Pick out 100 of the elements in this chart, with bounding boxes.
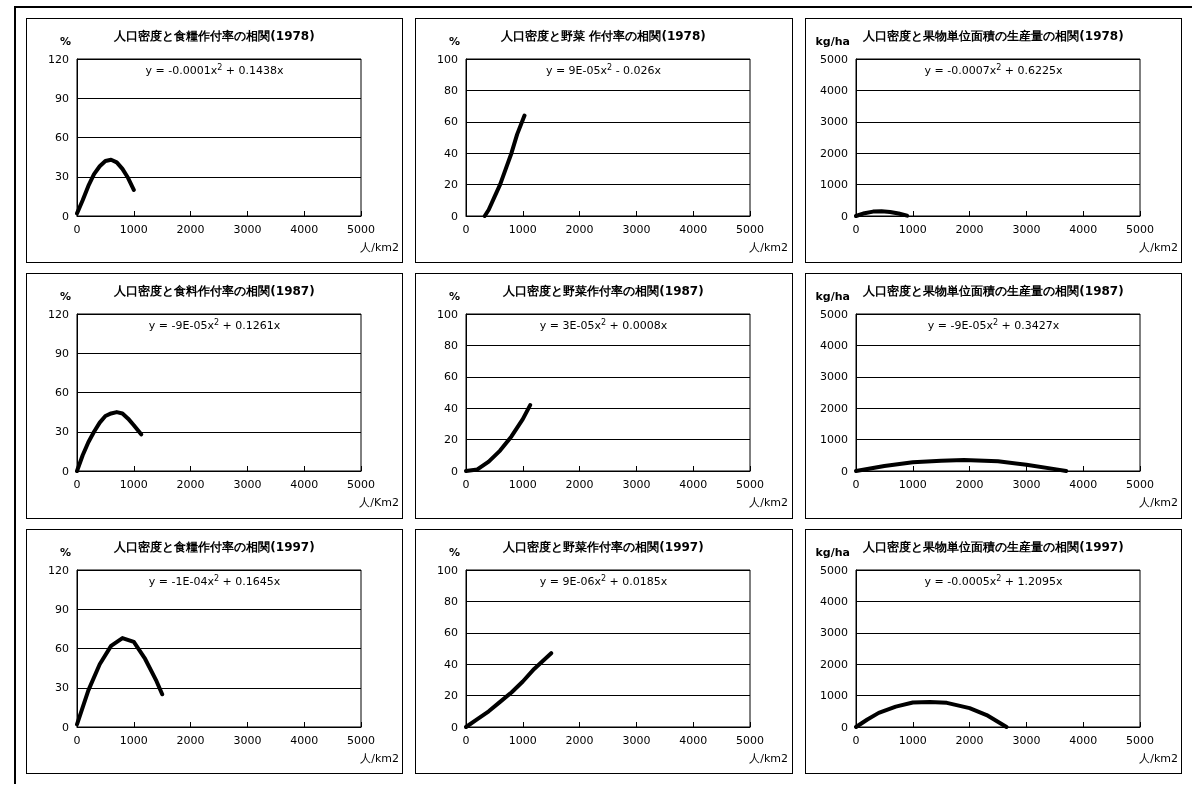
- y-tick-label: 60: [444, 115, 459, 129]
- y-tick-label: 60: [55, 641, 69, 655]
- x-tick-label: 2000: [176, 733, 205, 747]
- y-tick-label: 90: [55, 347, 69, 361]
- x-tick-label: 0: [73, 733, 81, 747]
- y-tick-label: 100: [437, 563, 459, 577]
- y-tick-label: 3000: [819, 370, 848, 384]
- y-tick-label: 2000: [819, 146, 848, 160]
- x-tick-label: 1000: [898, 223, 927, 236]
- x-tick-label: 4000: [679, 478, 708, 492]
- y-axis-title: %: [449, 35, 461, 48]
- chart-title: 人口密度と食料作付率の相関(1987): [113, 284, 315, 299]
- x-tick-label: 0: [852, 733, 860, 747]
- y-tick-label: 30: [55, 680, 69, 694]
- chart-title: 人口密度と食糧作付率の相関(1978): [113, 29, 315, 43]
- y-tick-label: 3000: [819, 115, 848, 129]
- y-tick-label: 4000: [819, 594, 848, 608]
- x-tick-label: 5000: [347, 223, 375, 236]
- y-tick-label: 100: [437, 307, 459, 321]
- x-tick-label: 2000: [955, 478, 984, 492]
- y-tick-label: 4000: [819, 339, 848, 353]
- x-axis-title: 人/km2: [360, 751, 399, 765]
- x-tick-label: 2000: [565, 733, 594, 747]
- x-tick-label: 1000: [898, 478, 927, 492]
- x-tick-label: 2000: [176, 478, 205, 492]
- chart-title: 人口密度と食糧作付率の相関(1997): [113, 539, 315, 554]
- y-tick-label: 20: [444, 433, 459, 447]
- y-tick-label: 5000: [819, 563, 848, 577]
- chart-title: 人口密度と野菜作付率の相関(1987): [502, 284, 705, 299]
- x-tick-label: 2000: [565, 478, 594, 492]
- x-axis-title: 人/km2: [360, 241, 399, 254]
- x-tick-label: 4000: [1068, 478, 1097, 492]
- y-tick-label: 1000: [819, 688, 848, 702]
- chart-title: 人口密度と果物単位面積の生産量の相関(1987): [861, 284, 1124, 299]
- y-tick-label: 80: [444, 594, 459, 608]
- x-tick-label: 0: [852, 478, 860, 492]
- y-tick-label: 90: [55, 91, 69, 105]
- y-axis-title: kg/ha: [815, 290, 850, 304]
- x-axis-title: 人/km2: [749, 496, 789, 510]
- y-tick-label: 0: [451, 209, 459, 223]
- y-tick-label: 4000: [819, 83, 848, 97]
- x-tick-label: 4000: [290, 733, 319, 747]
- y-tick-label: 2000: [819, 657, 848, 671]
- x-tick-label: 5000: [736, 478, 765, 492]
- y-tick-label: 0: [62, 720, 69, 734]
- y-tick-label: 1000: [819, 178, 848, 192]
- chart-title: 人口密度と野菜 作付率の相関(1978): [500, 29, 707, 43]
- x-tick-label: 3000: [233, 478, 262, 492]
- y-axis-title: kg/ha: [815, 545, 850, 559]
- x-tick-label: 2000: [565, 223, 594, 236]
- x-tick-label: 3000: [622, 733, 651, 747]
- x-tick-label: 5000: [1125, 733, 1154, 747]
- y-tick-label: 0: [62, 464, 69, 478]
- x-axis-title: 人/km2: [749, 241, 789, 254]
- y-tick-label: 0: [451, 720, 459, 734]
- x-tick-label: 5000: [347, 478, 375, 492]
- y-axis-title: %: [449, 545, 461, 559]
- y-tick-label: 1000: [819, 433, 848, 447]
- x-tick-label: 4000: [679, 223, 708, 236]
- x-tick-label: 5000: [736, 223, 765, 236]
- y-tick-label: 0: [840, 464, 848, 478]
- x-tick-label: 3000: [622, 478, 651, 492]
- x-tick-label: 3000: [233, 223, 262, 236]
- y-tick-label: 0: [840, 209, 848, 223]
- y-tick-label: 90: [55, 602, 69, 616]
- x-tick-label: 1000: [509, 733, 538, 747]
- x-tick-label: 1000: [898, 733, 927, 747]
- x-tick-label: 5000: [1125, 478, 1154, 492]
- x-tick-label: 3000: [1012, 478, 1041, 492]
- x-tick-label: 4000: [1068, 733, 1097, 747]
- x-tick-label: 2000: [955, 223, 984, 236]
- y-axis-title: kg/ha: [815, 35, 850, 48]
- chart-title: 人口密度と野菜作付率の相関(1997): [502, 539, 705, 554]
- y-tick-label: 0: [451, 464, 459, 478]
- y-tick-label: 2000: [819, 402, 848, 416]
- x-tick-label: 5000: [1125, 223, 1154, 236]
- x-tick-label: 1000: [119, 223, 148, 236]
- x-tick-label: 3000: [1012, 223, 1041, 236]
- x-tick-label: 5000: [736, 733, 765, 747]
- y-tick-label: 60: [444, 370, 459, 384]
- y-axis-title: %: [59, 290, 71, 304]
- y-tick-label: 40: [444, 146, 459, 160]
- x-tick-label: 0: [462, 733, 470, 747]
- x-tick-label: 0: [73, 223, 81, 236]
- x-tick-label: 4000: [679, 733, 708, 747]
- y-tick-label: 0: [62, 209, 69, 223]
- chart-title: 人口密度と果物単位面積の生産量の相関(1997): [861, 539, 1124, 554]
- y-tick-label: 3000: [819, 625, 848, 639]
- x-tick-label: 2000: [955, 733, 984, 747]
- x-axis-title: 人/Km2: [359, 496, 399, 510]
- x-tick-label: 4000: [290, 478, 319, 492]
- y-tick-label: 120: [48, 307, 69, 321]
- x-tick-label: 1000: [509, 478, 538, 492]
- y-tick-label: 20: [444, 688, 459, 702]
- y-tick-label: 5000: [819, 307, 848, 321]
- x-axis-title: 人/km2: [1138, 241, 1178, 254]
- x-tick-label: 3000: [233, 733, 262, 747]
- y-tick-label: 80: [444, 83, 459, 97]
- x-tick-label: 4000: [1068, 223, 1097, 236]
- y-tick-label: 120: [48, 563, 69, 577]
